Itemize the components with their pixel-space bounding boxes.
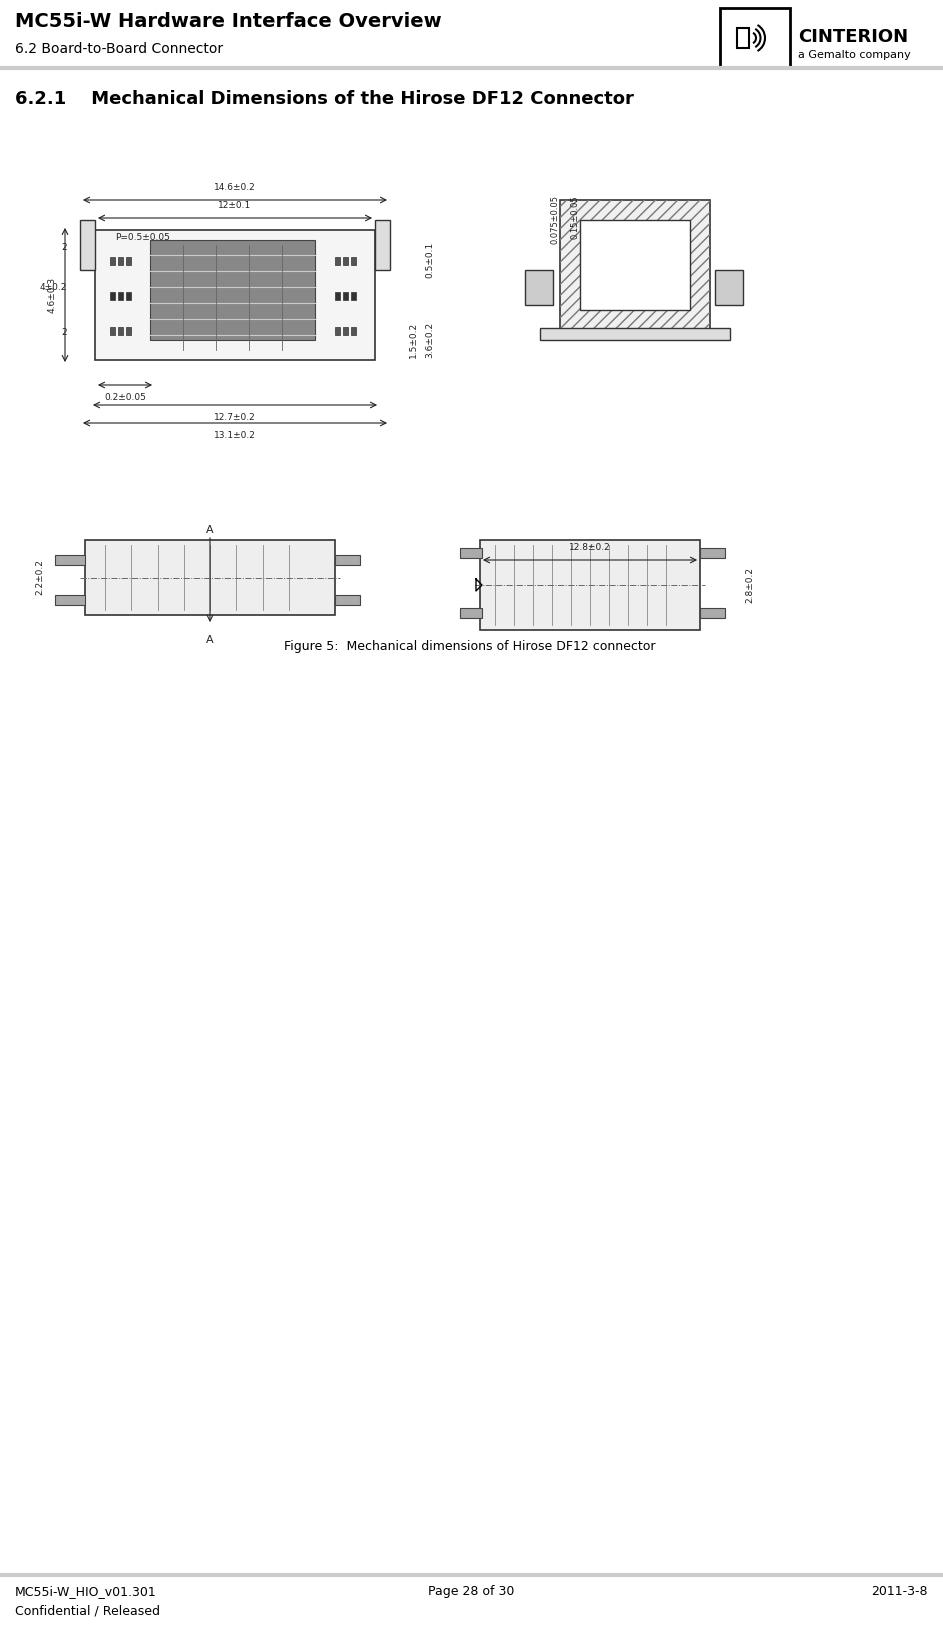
Text: 4±0.2: 4±0.2 [40, 283, 67, 291]
Bar [126, 291, 131, 299]
Bar [540, 327, 730, 340]
Bar [375, 219, 390, 270]
Text: 13.1±0.2: 13.1±0.2 [214, 430, 256, 440]
Text: 2011-3-8: 2011-3-8 [871, 1585, 928, 1598]
Bar [118, 257, 123, 265]
Bar [715, 270, 743, 304]
Bar [85, 540, 335, 615]
Text: A: A [207, 635, 214, 645]
Bar [480, 540, 700, 630]
Text: 4.6±0.3: 4.6±0.3 [48, 276, 57, 312]
Text: Confidential / Released: Confidential / Released [15, 1605, 160, 1618]
Text: Figure 5:  Mechanical dimensions of Hirose DF12 connector: Figure 5: Mechanical dimensions of Hiros… [284, 640, 655, 653]
Text: 0.15±0.05: 0.15±0.05 [571, 195, 580, 239]
Bar [560, 200, 710, 330]
Text: 6.2 Board-to-Board Connector: 6.2 Board-to-Board Connector [15, 43, 223, 56]
Text: 0.5±0.1: 0.5±0.1 [425, 242, 435, 278]
Text: CINTERION: CINTERION [798, 28, 908, 46]
Bar [700, 548, 725, 558]
Bar [737, 28, 749, 47]
Bar [55, 596, 85, 605]
Bar [110, 327, 115, 335]
Bar [126, 327, 131, 335]
Text: 12.8±0.2: 12.8±0.2 [570, 543, 611, 551]
Text: 2.2±0.2: 2.2±0.2 [36, 560, 44, 596]
Text: 1.5±0.2: 1.5±0.2 [408, 322, 418, 358]
Text: 12.7±0.2: 12.7±0.2 [214, 412, 256, 422]
Bar [720, 8, 790, 69]
Bar [150, 240, 315, 340]
Bar [110, 291, 115, 299]
Bar [560, 200, 710, 330]
Bar [118, 327, 123, 335]
Bar [335, 327, 340, 335]
Text: 12±0.1: 12±0.1 [219, 201, 252, 209]
Text: 0.075±0.05: 0.075±0.05 [551, 195, 559, 244]
Bar [343, 327, 348, 335]
Bar [95, 231, 375, 360]
Bar [460, 548, 482, 558]
Bar [126, 257, 131, 265]
Text: P=0.5±0.05: P=0.5±0.05 [115, 232, 170, 242]
Text: 2.8±0.2: 2.8±0.2 [745, 568, 754, 604]
Text: a Gemalto company: a Gemalto company [798, 51, 911, 61]
Bar [351, 291, 356, 299]
Bar [580, 219, 690, 309]
Bar [335, 555, 360, 564]
Bar [80, 219, 95, 270]
Bar [525, 270, 553, 304]
Text: 2: 2 [61, 244, 67, 252]
Bar [700, 609, 725, 618]
Bar [335, 596, 360, 605]
Text: MC55i-W Hardware Interface Overview: MC55i-W Hardware Interface Overview [15, 11, 441, 31]
Bar [351, 327, 356, 335]
Bar [110, 257, 115, 265]
Text: 0.2±0.05: 0.2±0.05 [104, 393, 146, 402]
Text: A: A [207, 525, 214, 535]
Text: MC55i-W_HIO_v01.301: MC55i-W_HIO_v01.301 [15, 1585, 157, 1598]
Text: Page 28 of 30: Page 28 of 30 [428, 1585, 514, 1598]
Bar [343, 291, 348, 299]
Bar [343, 257, 348, 265]
Bar [335, 291, 340, 299]
Bar [118, 291, 123, 299]
Bar [55, 555, 85, 564]
Text: 14.6±0.2: 14.6±0.2 [214, 183, 256, 191]
Text: 3.6±0.2: 3.6±0.2 [425, 322, 435, 358]
Bar [335, 257, 340, 265]
Text: 2: 2 [61, 327, 67, 337]
Bar [460, 609, 482, 618]
Text: 6.2.1    Mechanical Dimensions of the Hirose DF12 Connector: 6.2.1 Mechanical Dimensions of the Hiros… [15, 90, 634, 108]
Bar [351, 257, 356, 265]
